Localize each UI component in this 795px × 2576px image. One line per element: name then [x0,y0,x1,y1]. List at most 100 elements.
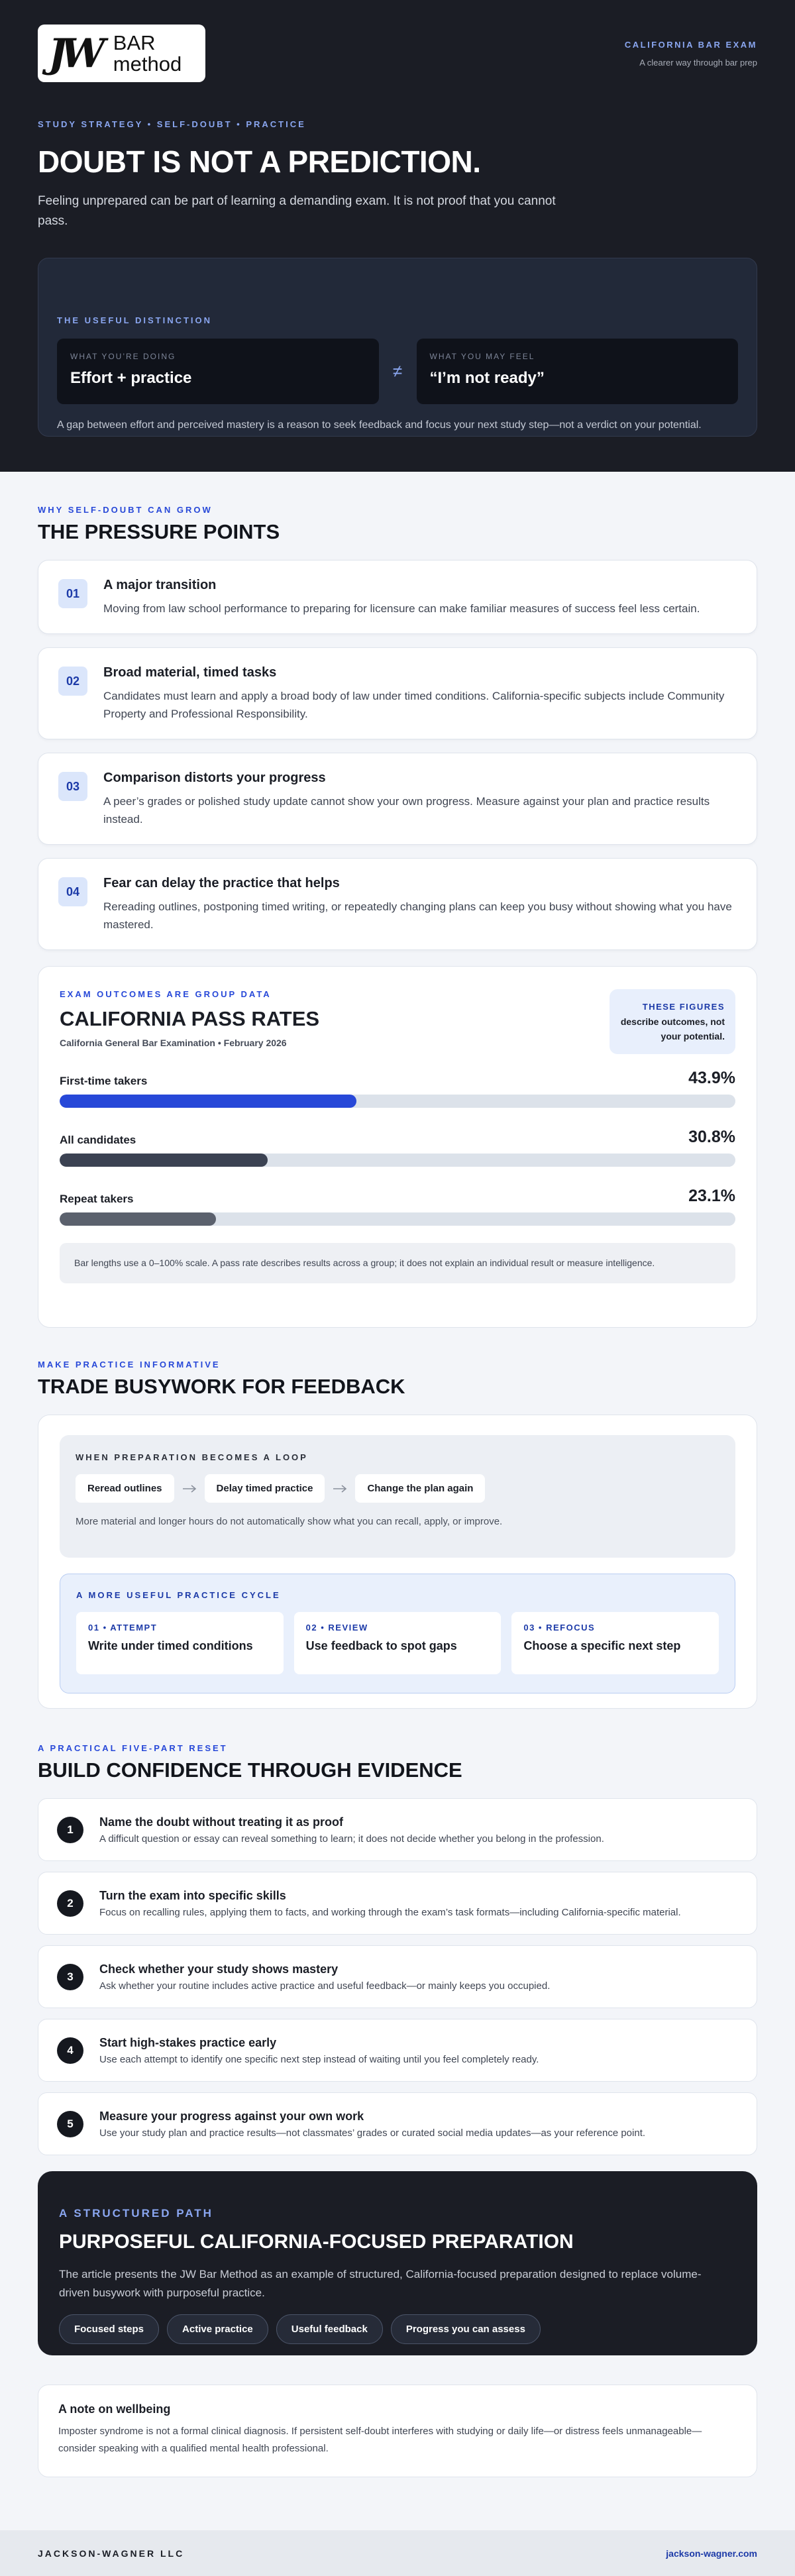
cta-title: PURPOSEFUL CALIFORNIA-FOCUSED PREPARATIO… [59,2231,574,2253]
item-text: A peer’s grades or polished study update… [103,795,710,826]
eyebrow: WHY SELF-DOUBT CAN GROW [38,505,213,515]
pressure-card: 03 Comparison distorts your progress A pee… [38,753,757,845]
rate-row: All candidates 30.8% [60,1128,735,1167]
brand-kicker: CALIFORNIA BAR EXAM A clearer way throug… [625,25,757,68]
eyebrow: A PRACTICAL FIVE-PART RESET [38,1743,228,1753]
rate-label: All candidates [60,1134,136,1146]
distinction-note: A gap between effort and perceived maste… [57,419,702,431]
not-equal: ≠ [392,361,403,381]
distinction-card: WHAT YOU’RE DOING Effort + practice [57,339,379,404]
rates-title: CALIFORNIA PASS RATES [60,1007,320,1030]
item-number: 01 [58,579,87,608]
logo-line: method [113,52,182,76]
pressure-card: 02 Broad material, timed tasks Candidates … [38,647,757,739]
item-text: Moving from law school performance to pr… [103,602,700,615]
logo-mark: JW [48,30,105,77]
cycle-box: A MORE USEFUL PRACTICE CYCLE 01 • ATTEMP… [60,1574,735,1693]
reset-item: 3 Check whether your study shows mastery A… [38,1945,757,2008]
eyebrow: THE USEFUL DISTINCTION [57,315,213,325]
loop-step: Change the plan again [355,1474,486,1503]
item-body: Broad material, timed tasks Candidates mu… [103,665,737,723]
rate-label-row: All candidates 30.8% [60,1128,735,1147]
item-number: 03 [58,772,87,801]
eyebrow: EXAM OUTCOMES ARE GROUP DATA [60,989,272,999]
pressure-list: 01 A major transition Moving from law scho… [38,560,757,950]
cycle-text: Choose a specific next step [523,1639,681,1652]
step-text: Focus on recalling rules, applying them … [99,1906,681,1918]
eyebrow: A MORE USEFUL PRACTICE CYCLE [76,1590,281,1600]
step-number: 4 [57,2037,83,2064]
rate-label-row: First-time takers 43.9% [60,1069,735,1088]
item-title: A major transition [103,578,217,592]
item-text: Candidates must learn and apply a broad … [103,690,725,720]
bar [60,1154,268,1167]
reset-item: 4 Start high-stakes practice early Use eac… [38,2019,757,2082]
cycle-item: 03 • REFOCUS Choose a specific next step [511,1612,719,1674]
step-number: 3 [57,1963,83,1990]
cycle-item: 01 • ATTEMPT Write under timed conditions [76,1612,284,1674]
eyebrow: STUDY STRATEGY • SELF-DOUBT • PRACTICE [38,119,306,129]
step-body: Measure your progress against your own w… [99,2110,645,2139]
item-title: Broad material, timed tasks [103,665,277,680]
wellbeing-note: A note on wellbeing Imposter syndrome is… [38,2385,757,2477]
pass-rates-card: EXAM OUTCOMES ARE GROUP DATA CALIFORNIA … [38,966,757,1328]
arrow-path [182,1484,196,1493]
item-number: 04 [58,877,87,906]
bar [60,1212,216,1226]
distinction-card: WHAT YOU MAY FEEL “I’m not ready” [416,339,738,404]
reset-item: 5 Measure your progress against your own … [38,2092,757,2155]
step-text: Use your study plan and practice results… [99,2127,646,2139]
step-title: Start high-stakes practice early [99,2035,277,2049]
rate-label: Repeat takers [60,1193,134,1205]
step-number: 1 [57,1816,83,1843]
card-value: Effort + practice [70,369,192,387]
aside-label: THESE FIGURES [642,1002,725,1012]
feedback-card: WHEN PREPARATION BECOMES A LOOP Reread o… [38,1415,757,1709]
kicker: CALIFORNIA BAR EXAM [624,40,757,50]
rates-aside: THESE FIGURES describe outcomes, not you… [610,989,735,1054]
section-title: BUILD CONFIDENCE THROUGH EVIDENCE [38,1758,462,1782]
rates-note: Bar lengths use a 0–100% scale. A pass r… [60,1243,735,1283]
logo-words: BAR method [113,32,182,75]
step-number: 5 [57,2110,83,2137]
loop-steps: Reread outlines Delay timed practice Chang… [76,1474,719,1503]
item-title: Fear can delay the practice that helps [103,876,340,890]
item-title: Comparison distorts your progress [103,771,326,785]
feedback-section: MAKE PRACTICE INFORMATIVE TRADE BUSYWORK… [0,1328,795,1709]
step-body: Turn the exam into specific skills Focus … [99,1889,681,1918]
logo-line: BAR [113,30,156,54]
cycle-step: 01 • ATTEMPT [88,1623,158,1633]
cta-text: The article presents the JW Bar Method a… [59,2268,702,2299]
rate-row: First-time takers 43.9% [60,1069,735,1108]
logo: JW BAR method [38,25,205,82]
section-title: TRADE BUSYWORK FOR FEEDBACK [38,1375,405,1398]
step-title: Turn the exam into specific skills [99,1888,286,1902]
aside-text: describe outcomes, not your potential. [620,1016,725,1042]
step-body: Check whether your study shows mastery As… [99,1962,550,1992]
step-text: Use each attempt to identify one specifi… [99,2053,539,2065]
item-body: Comparison distorts your progress A peer’… [103,771,737,828]
bar-track [60,1212,735,1226]
loop-step: Reread outlines [76,1474,174,1503]
item-text: Rereading outlines, postponing timed wri… [103,900,732,931]
distinction-row: WHAT YOU’RE DOING Effort + practice ≠ WH… [57,339,738,404]
chip: Active practice [167,2314,268,2344]
card-label: WHAT YOU’RE DOING [70,352,176,361]
loop-box: WHEN PREPARATION BECOMES A LOOP Reread o… [60,1435,735,1558]
loop-step: Delay timed practice [204,1474,325,1503]
cta-card: A STRUCTURED PATH PURPOSEFUL CALIFORNIA-… [38,2171,757,2355]
step-number: 2 [57,1890,83,1917]
item-body: Fear can delay the practice that helps Re… [103,876,737,934]
arrow-path [333,1484,347,1493]
rate-label-row: Repeat takers 23.1% [60,1187,735,1206]
cycle-row: 01 • ATTEMPT Write under timed conditions… [76,1612,719,1674]
step-title: Check whether your study shows mastery [99,1962,339,1976]
card-label: WHAT YOU MAY FEEL [429,352,535,361]
rate-value: 43.9% [688,1069,735,1087]
hero-title: DOUBT IS NOT A PREDICTION. [38,144,481,179]
pressure-card: 04 Fear can delay the practice that helps… [38,858,757,950]
chip: Focused steps [59,2314,160,2344]
footer-link[interactable]: jackson-wagner.com [666,2548,757,2559]
